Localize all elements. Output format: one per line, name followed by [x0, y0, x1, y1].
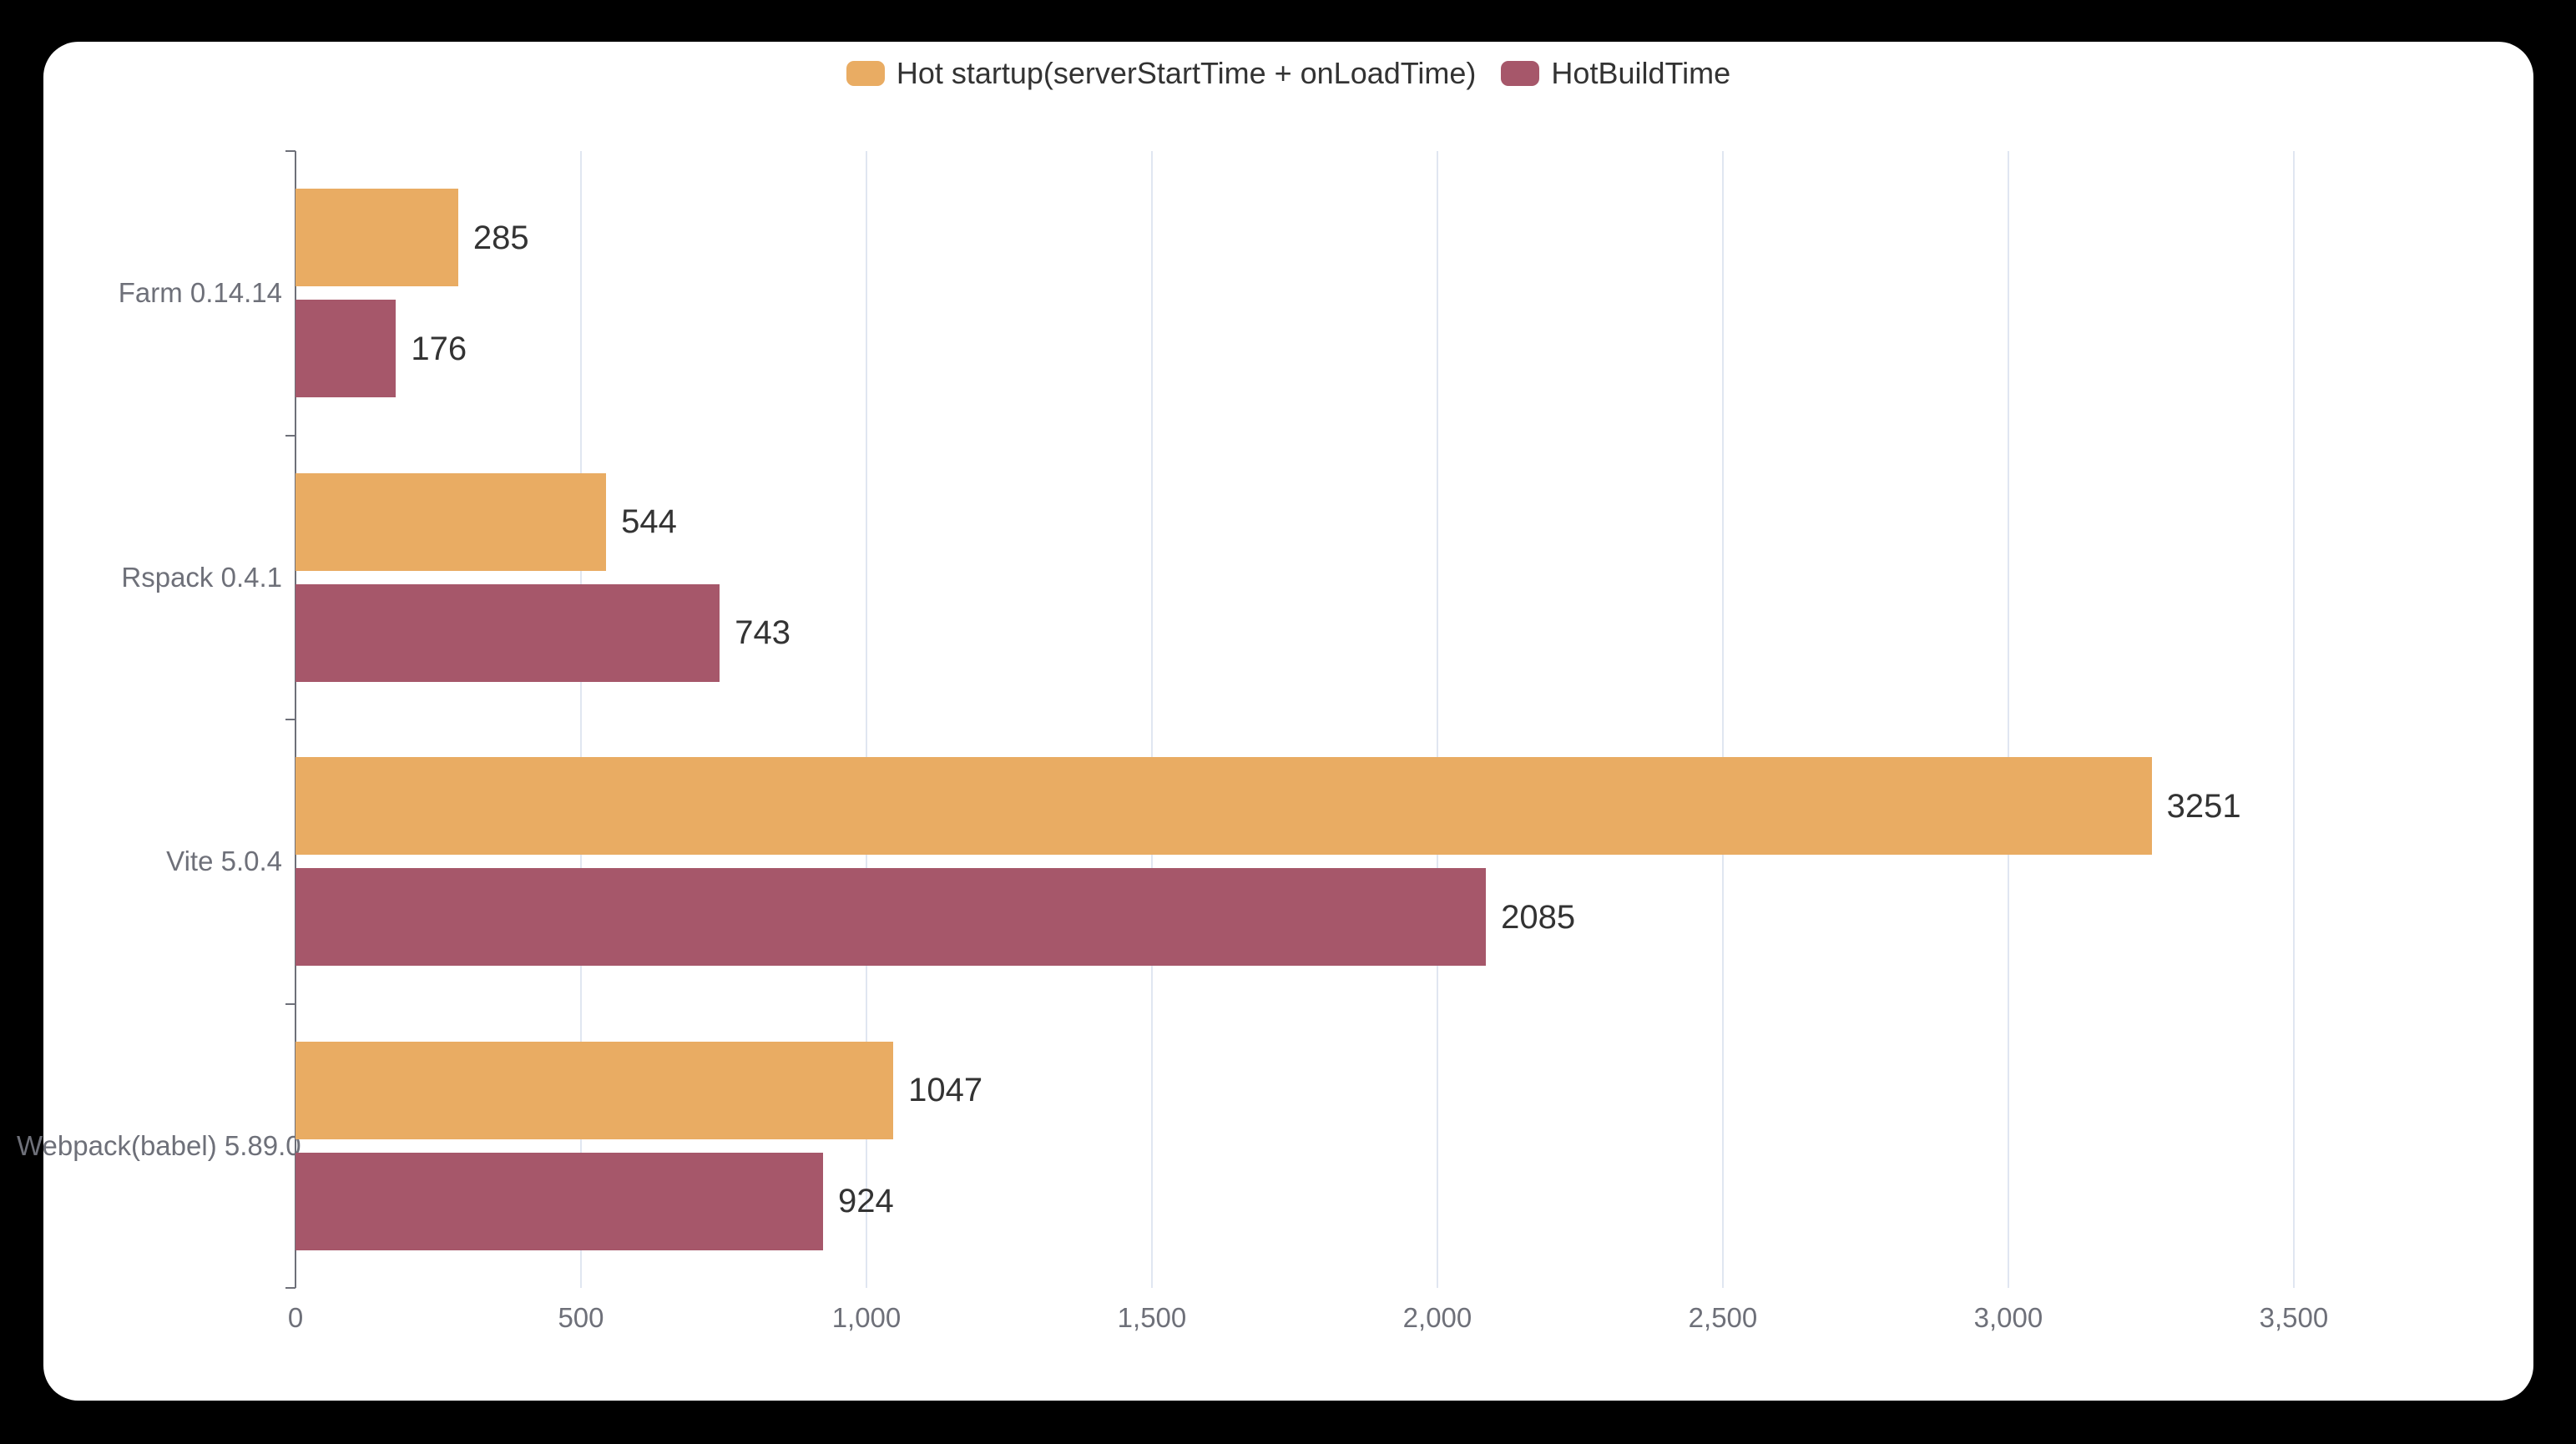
- bar-value-label: 176: [411, 330, 467, 367]
- legend-item-hot-build-time[interactable]: HotBuildTime: [1501, 58, 1730, 88]
- chart-legend: Hot startup(serverStartTime + onLoadTime…: [43, 58, 2533, 88]
- x-axis-tick-label: 500: [558, 1302, 604, 1333]
- legend-item-label: HotBuildTime: [1551, 56, 1731, 90]
- x-axis-tick-label: 3,000: [1973, 1302, 2043, 1333]
- gridline: [2007, 151, 2009, 1288]
- y-axis-tick: [285, 1287, 295, 1289]
- legend-item-label: Hot startup(serverStartTime + onLoadTime…: [896, 56, 1477, 90]
- y-axis-category-label: Rspack 0.4.1: [121, 561, 282, 593]
- bar-hot-startup-1[interactable]: [295, 472, 607, 571]
- gridline: [1721, 151, 1724, 1288]
- y-axis-line: [295, 151, 296, 1288]
- gridline: [865, 151, 867, 1288]
- x-axis-tick-label: 2,500: [1688, 1302, 1758, 1333]
- bar-hot-startup-0[interactable]: [295, 189, 458, 287]
- bar-value-label: 2085: [1501, 898, 1576, 936]
- gridline: [2292, 151, 2295, 1288]
- y-axis-tick: [285, 1003, 295, 1005]
- legend-item-hot-startup[interactable]: Hot startup(serverStartTime + onLoadTime…: [846, 56, 1477, 90]
- x-axis-tick-label: 3,500: [2259, 1302, 2329, 1333]
- y-axis-tick: [285, 719, 295, 720]
- bar-hot-build-time-1[interactable]: [295, 583, 720, 682]
- bar-value-label: 924: [838, 1183, 894, 1220]
- x-axis-tick-label: 1,000: [831, 1302, 902, 1333]
- bar-hot-build-time-0[interactable]: [295, 300, 397, 398]
- legend-swatch-icon: [846, 61, 885, 86]
- bar-value-label: 285: [472, 219, 529, 256]
- y-axis-category-label: Farm 0.14.14: [118, 277, 282, 309]
- x-axis-tick-label: 1,500: [1117, 1302, 1187, 1333]
- bar-hot-build-time-3[interactable]: [295, 1152, 823, 1250]
- plot-area: 0 500 1,000 1,500 2,000 2,500 3,000 3,500 Farm 0…: [17, 150, 2471, 1333]
- chart-card: Hot startup(serverStartTime + onLoadTime…: [17, 42, 2533, 1401]
- y-axis-tick: [285, 150, 295, 152]
- bar-hot-startup-3[interactable]: [295, 1041, 894, 1139]
- y-axis-tick: [285, 435, 295, 437]
- bar-hot-startup-2[interactable]: [295, 757, 2152, 856]
- gridline: [1150, 151, 1153, 1288]
- bar-value-label: 544: [621, 503, 677, 541]
- bar-value-label: 743: [735, 614, 790, 652]
- y-axis-category-label: Webpack(babel) 5.89.0: [17, 1129, 301, 1161]
- y-axis-category-label: Vite 5.0.4: [166, 846, 282, 877]
- gridline: [579, 151, 582, 1288]
- bar-value-label: 1047: [908, 1072, 983, 1109]
- x-axis-tick-label: 0: [287, 1302, 304, 1333]
- x-axis-tick-label: 2,000: [1402, 1302, 1472, 1333]
- bar-value-label: 3251: [2166, 787, 2241, 825]
- bar-hot-build-time-2[interactable]: [295, 868, 1487, 967]
- legend-swatch-icon: [1501, 61, 1540, 86]
- gridline: [1436, 151, 1438, 1288]
